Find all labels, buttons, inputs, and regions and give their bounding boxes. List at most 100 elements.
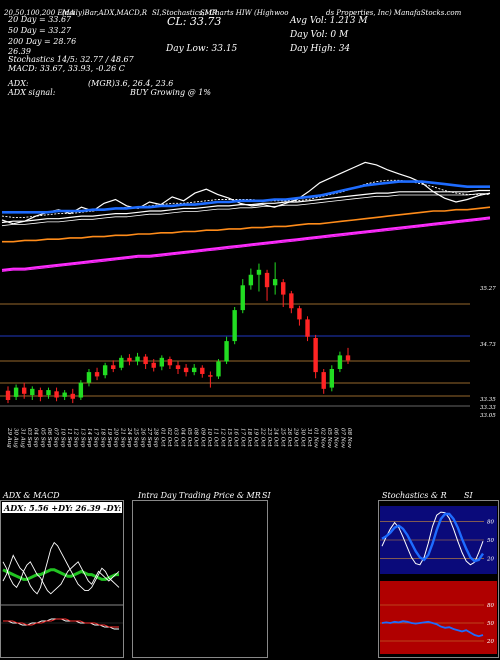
candle xyxy=(135,352,140,366)
candle xyxy=(191,364,197,376)
date-tick-label: 16 Oct xyxy=(233,428,239,447)
date-tick-label: 04 Oct xyxy=(179,428,185,447)
date-tick-label: 29 Oct xyxy=(293,427,299,447)
date-tick-label: 05 Sep xyxy=(39,428,45,448)
candle xyxy=(281,279,286,307)
candle xyxy=(200,365,205,378)
candle xyxy=(232,307,237,345)
candle xyxy=(224,336,229,365)
date-tick-label: 15 Oct xyxy=(226,428,232,447)
ema200-line xyxy=(2,206,491,243)
adx-macd-panel: ADX: 5.56 +DY: 26.39 -DY: 23.61 xyxy=(0,500,149,658)
candle xyxy=(240,279,245,314)
candle xyxy=(321,369,326,394)
candle xyxy=(46,387,51,399)
date-tick-label: 08 Nov xyxy=(346,428,352,449)
ema-lines xyxy=(1,161,491,272)
candle xyxy=(102,362,108,379)
macd-values: MACD: 33.67, 33.93, -0.26 C xyxy=(8,64,125,73)
date-tick-label: 23 Oct xyxy=(266,427,272,447)
date-tick-label: 30 Aug xyxy=(13,428,19,448)
candle xyxy=(313,334,318,379)
candle xyxy=(248,268,254,290)
date-tick-label: 07 Sep xyxy=(53,428,59,448)
date-tick-label: 05 Oct xyxy=(186,428,192,447)
date-tick-label: 17 Sep xyxy=(93,428,99,448)
date-tick-label: 24 Oct xyxy=(273,427,279,447)
stoch-mr-svg: 80 50 20 80 50 20 xyxy=(380,506,497,654)
candle xyxy=(159,355,165,371)
close-line xyxy=(1,161,491,225)
price-tick-label: 33.35 xyxy=(480,397,496,403)
date-tick-label: 26 Sep xyxy=(139,427,145,448)
stoch-mr-panel: 80 50 20 80 50 20 xyxy=(378,500,499,658)
series-label: (daily)Bar,ADX,MACD,R xyxy=(62,9,147,17)
mr-background xyxy=(380,581,497,654)
mr-tick-label: 50 xyxy=(487,621,494,627)
candle xyxy=(38,387,43,402)
mr-lines: 80 50 20 xyxy=(380,581,497,654)
candle xyxy=(151,359,156,372)
day-low: Day Low: 33.15 xyxy=(166,44,238,54)
date-tick-label: 27 Sep xyxy=(146,427,152,448)
candle xyxy=(289,290,294,314)
date-tick-label: 08 Oct xyxy=(193,428,199,447)
date-tick-label: 24 Sep xyxy=(126,427,132,448)
candle xyxy=(256,263,262,292)
buy-signal: BUY Growing @ 1% xyxy=(130,88,211,97)
candle xyxy=(54,387,59,402)
stoch-d-line xyxy=(381,512,484,563)
candle xyxy=(264,269,270,301)
stochastics-values: Stochastics 14/5: 32.77 / 48.67 xyxy=(8,55,134,64)
date-tick-label: 21 Sep xyxy=(119,427,125,448)
date-tick-label: 19 Sep xyxy=(106,428,112,448)
date-tick-label: 11 Sep xyxy=(66,428,72,448)
minus-dy-line xyxy=(2,561,120,595)
price-tick-label: 33.33 xyxy=(480,405,496,411)
date-tick-label: 12 Oct xyxy=(219,428,225,447)
date-tick-label: 10 Oct xyxy=(206,428,212,447)
macd-lines xyxy=(1,618,123,630)
date-tick-label: 29 Aug xyxy=(6,427,12,448)
dma-200-b: 26.39 xyxy=(8,47,31,56)
date-tick-label: 02 Oct xyxy=(166,428,172,447)
adx-signal-label: ADX signal: xyxy=(8,88,56,97)
candle xyxy=(175,361,181,374)
date-tick-label: 26 Oct xyxy=(286,427,292,447)
date-tick-label: 17 Oct xyxy=(239,428,245,447)
candle xyxy=(337,351,343,373)
candle xyxy=(13,384,19,400)
dma-20: 20 Day = 33.67 xyxy=(8,15,72,24)
intraday-panel xyxy=(132,500,268,658)
date-tick-label: 01 Nov xyxy=(313,428,319,449)
date-tick-label: 09 Oct xyxy=(199,428,205,447)
company-label: (Highwoo xyxy=(254,9,289,17)
candle xyxy=(86,369,92,387)
candle xyxy=(5,386,11,404)
date-tick-label: 12 Sep xyxy=(73,428,79,448)
date-tick-label: 03 Sep xyxy=(26,428,32,448)
dma-200: 200 Day = 28.76 xyxy=(8,37,77,46)
day-volume: Day Vol: 0 M xyxy=(290,30,349,40)
date-tick-label: 31 Aug xyxy=(19,428,25,448)
candle xyxy=(183,364,189,377)
adx-values: (MGR)3.6, 26.4, 23.6 xyxy=(88,79,174,88)
date-tick-label: 07 Nov xyxy=(339,428,345,449)
candle xyxy=(127,354,132,366)
signal-line xyxy=(3,618,119,628)
date-tick-label: 22 Oct xyxy=(259,427,265,447)
date-tick-label: 02 Nov xyxy=(319,428,325,449)
date-tick-label: 06 Nov xyxy=(333,428,339,449)
dma-50: 50 Day = 33.27 xyxy=(8,26,72,35)
stochastics-lines: 80 50 20 xyxy=(380,506,497,574)
date-tick-label: 04 Sep xyxy=(33,428,39,448)
stoch-tick-label: 20 xyxy=(486,557,494,563)
stoch-label: SI,Stochastics,MR xyxy=(152,9,218,17)
ema100-line xyxy=(1,189,490,224)
date-tick-label: 25 Sep xyxy=(133,427,139,448)
price-tick-label: 34.73 xyxy=(480,342,496,348)
magenta-line xyxy=(1,216,491,271)
ema-label: 20,50,100,200 EMA xyxy=(4,9,75,17)
date-tick-label: 06 Sep xyxy=(46,428,52,448)
